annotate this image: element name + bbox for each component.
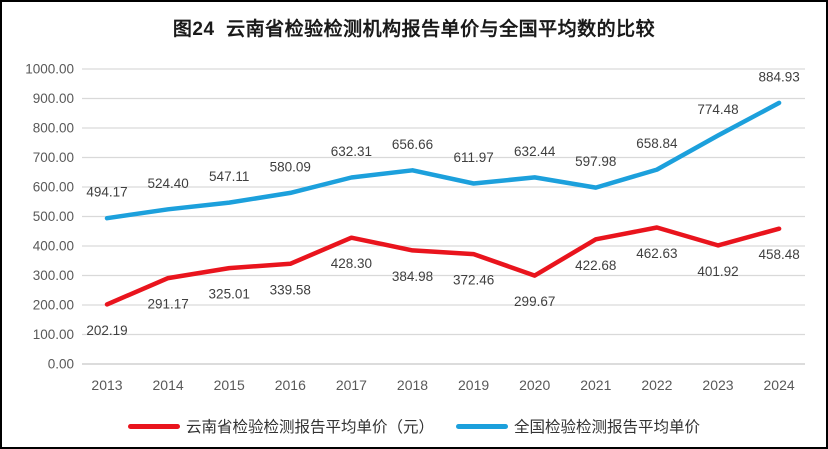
legend-item-yunnan: 云南省检验检测报告平均单价（元） bbox=[127, 415, 434, 437]
y-tick-label: 900.00 bbox=[33, 91, 74, 106]
data-label: 401.92 bbox=[697, 264, 738, 279]
data-label: 372.46 bbox=[453, 273, 494, 288]
data-label: 299.67 bbox=[514, 294, 555, 309]
y-tick-label: 800.00 bbox=[33, 121, 74, 136]
data-label: 774.48 bbox=[697, 102, 738, 117]
data-label: 325.01 bbox=[209, 287, 250, 302]
x-tick-label: 2023 bbox=[702, 377, 733, 393]
data-label: 658.84 bbox=[636, 136, 678, 151]
legend-label-yunnan: 云南省检验检测报告平均单价（元） bbox=[185, 419, 434, 436]
legend-swatch-national bbox=[456, 423, 508, 429]
data-label: 462.63 bbox=[636, 246, 677, 261]
data-label: 291.17 bbox=[147, 297, 188, 312]
data-label: 597.98 bbox=[575, 154, 616, 169]
data-label: 632.44 bbox=[514, 144, 556, 159]
y-tick-label: 1000.00 bbox=[25, 62, 74, 77]
data-label: 656.66 bbox=[392, 137, 433, 152]
data-label: 632.31 bbox=[331, 144, 372, 159]
y-tick-label: 700.00 bbox=[33, 150, 74, 165]
series-line-1 bbox=[104, 100, 782, 221]
data-label: 202.19 bbox=[86, 323, 127, 338]
y-tick-label: 600.00 bbox=[33, 180, 74, 195]
chart-title: 图24 云南省检验检测机构报告单价与全国平均数的比较 bbox=[172, 19, 656, 40]
data-label: 494.17 bbox=[86, 185, 127, 200]
data-label: 547.11 bbox=[209, 169, 249, 184]
y-tick-label: 0.00 bbox=[48, 357, 74, 372]
x-tick-label: 2014 bbox=[153, 377, 184, 393]
legend-swatch-yunnan bbox=[127, 423, 180, 429]
data-label: 458.48 bbox=[758, 247, 799, 262]
x-tick-label: 2013 bbox=[91, 377, 122, 393]
x-tick-label: 2019 bbox=[458, 377, 489, 393]
data-label: 428.30 bbox=[331, 256, 372, 271]
legend-item-national: 全国检验检测报告平均单价 bbox=[456, 415, 700, 437]
y-tick-label: 300.00 bbox=[33, 268, 74, 283]
y-tick-label: 500.00 bbox=[33, 209, 74, 224]
x-tick-label: 2016 bbox=[275, 377, 306, 393]
legend-label-national: 全国检验检测报告平均单价 bbox=[514, 419, 701, 436]
series-line-0 bbox=[104, 225, 782, 307]
x-tick-label: 2017 bbox=[336, 377, 367, 393]
x-tick-label: 2021 bbox=[580, 377, 611, 393]
data-label: 524.40 bbox=[147, 176, 188, 191]
x-tick-label: 2024 bbox=[764, 377, 795, 393]
y-tick-label: 200.00 bbox=[33, 298, 74, 313]
data-label: 384.98 bbox=[392, 269, 433, 284]
y-tick-label: 100.00 bbox=[33, 327, 74, 342]
data-label: 580.09 bbox=[270, 159, 311, 174]
data-label: 884.93 bbox=[758, 69, 799, 84]
y-tick-label: 400.00 bbox=[33, 239, 74, 254]
data-label: 339.58 bbox=[270, 282, 311, 297]
data-label: 422.68 bbox=[575, 258, 616, 273]
x-tick-label: 2022 bbox=[641, 377, 672, 393]
x-tick-label: 2018 bbox=[397, 377, 428, 393]
chart-legend: 云南省检验检测报告平均单价（元） 全国检验检测报告平均单价 bbox=[2, 415, 826, 437]
data-label: 611.97 bbox=[453, 150, 493, 165]
x-tick-label: 2015 bbox=[214, 377, 245, 393]
x-tick-label: 2020 bbox=[519, 377, 550, 393]
